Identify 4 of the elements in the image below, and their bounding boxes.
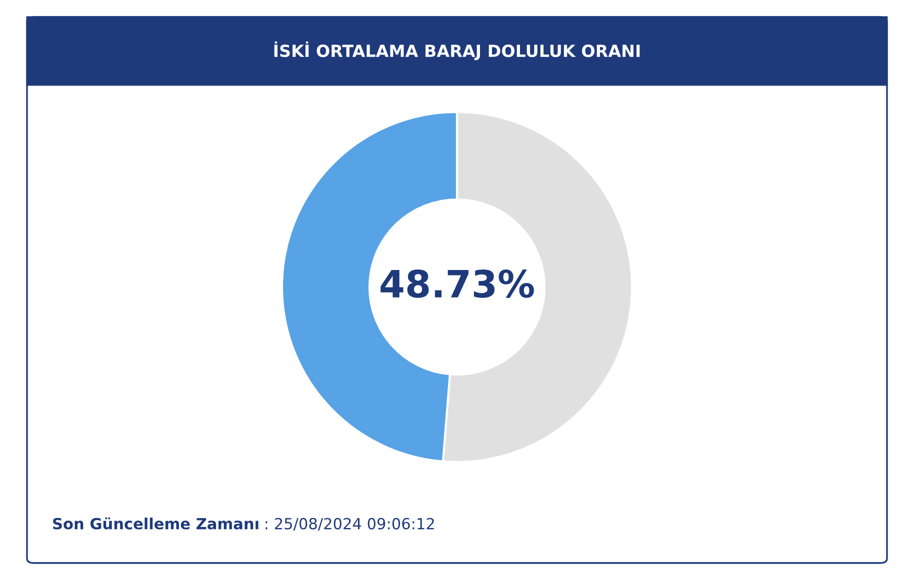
data-label: 48.73% bbox=[380, 270, 534, 298]
chart-title: İSKİ ORTALAMA BARAJ DOLULUK ORANI bbox=[274, 41, 640, 60]
text: : 25/08/2024 09:06:12 bbox=[266, 518, 434, 531]
text: Son Güncelleme Zamanı bbox=[53, 517, 258, 530]
